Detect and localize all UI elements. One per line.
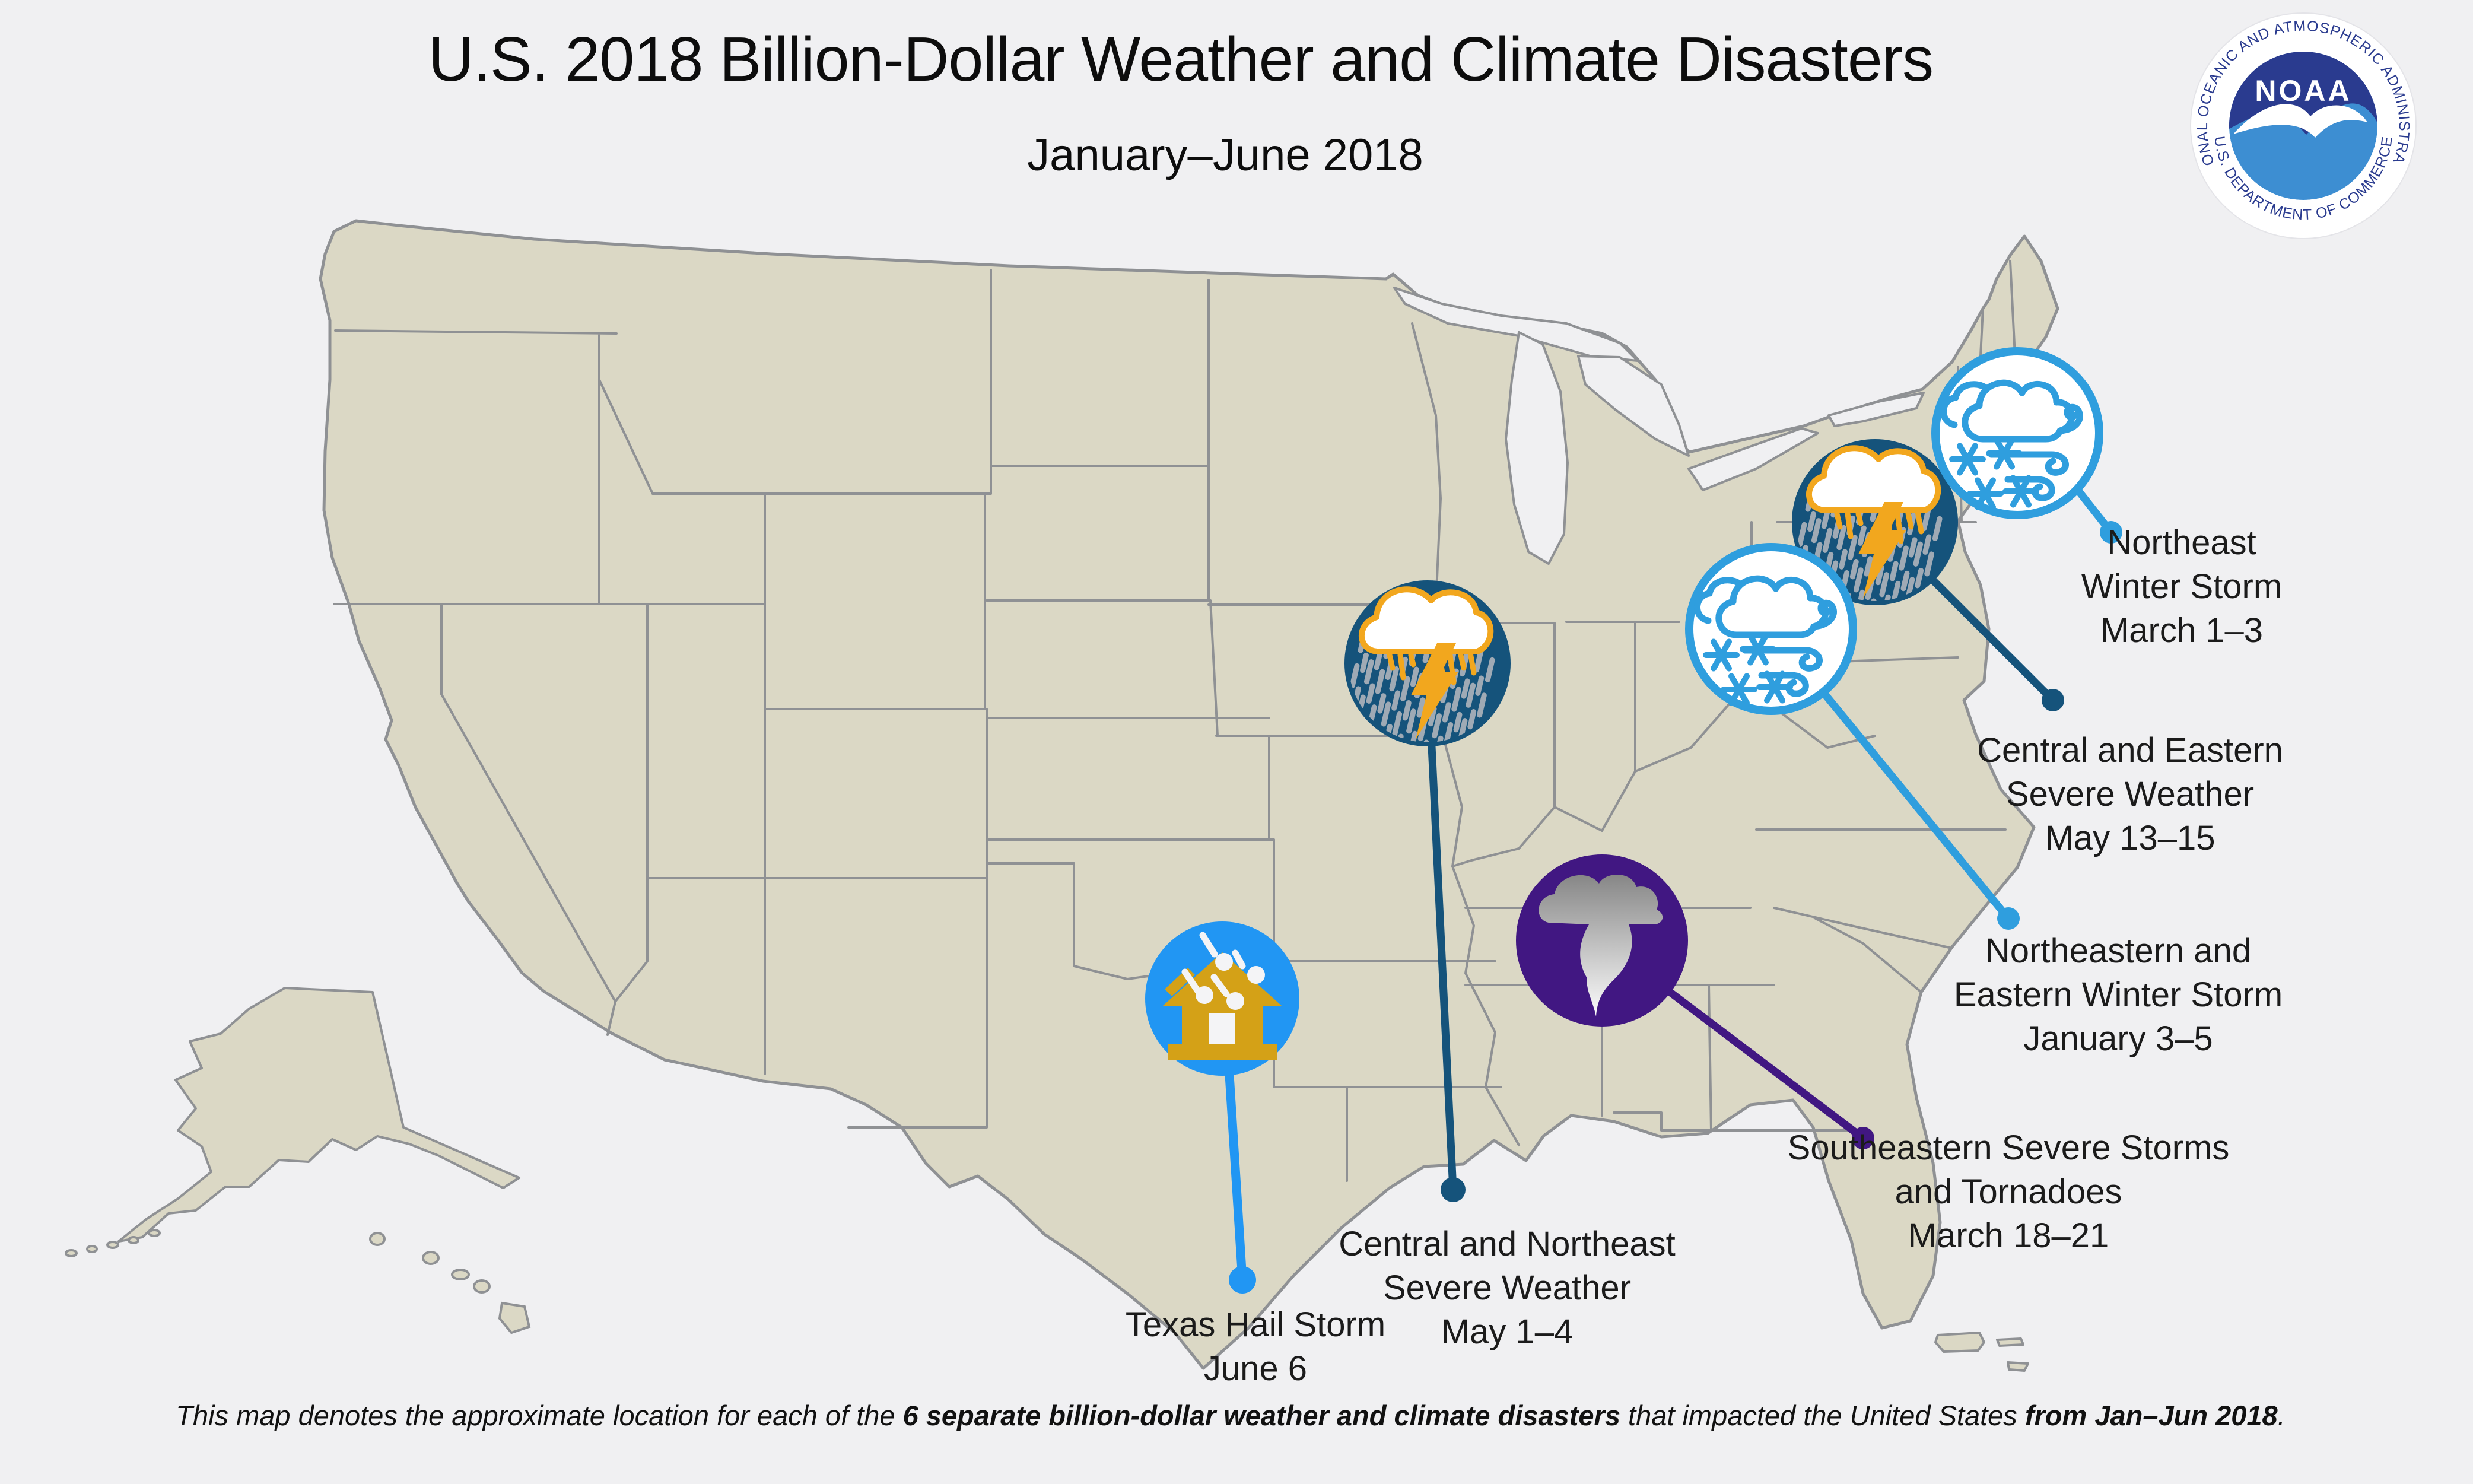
footnote-bold-1: 6 separate billion-dollar weather and cl… [902, 1400, 1620, 1431]
central-northeast-severe-dot [1441, 1177, 1466, 1202]
northeast-winter-storm-dot [2100, 521, 2122, 544]
tornado-icon [1516, 854, 1688, 1027]
footnote-text-1: This map denotes the approximate locatio… [176, 1400, 903, 1431]
central-eastern-severe-leader [1930, 577, 2057, 704]
event-label-northeast-winter-storm: Northeast Winter Storm March 1–3 [2081, 523, 2283, 650]
footnote: This map denotes the approximate locatio… [176, 1399, 2285, 1432]
lower48-states [319, 219, 2059, 1370]
southeastern-storms-leader [1664, 987, 1867, 1142]
footnote-text-2: that impacted the United States [1620, 1400, 2025, 1431]
event-label-central-eastern-severe-weather: Central and Eastern Severe Weather May 1… [1977, 731, 2283, 858]
event-label-texas-hail-storm: Texas Hail Storm June 6 [1125, 1305, 1386, 1388]
footnote-text-3: . [2277, 1400, 2286, 1431]
central-northeast-severe-leader [1428, 742, 1457, 1194]
logo-sky [2229, 52, 2377, 135]
event-label-central-northeast-severe-weather: Central and Northeast Severe Weather May… [1339, 1225, 1676, 1352]
northeastern-eastern-winter-dot [1997, 907, 2020, 930]
puerto-rico [1934, 1332, 2029, 1372]
state-borders [333, 260, 2019, 1182]
texas-hail-dot [1229, 1266, 1256, 1294]
footnote-bold-2: from Jan–Jun 2018 [2024, 1400, 2278, 1431]
central-eastern-severe-dot [2042, 689, 2064, 711]
southeastern-storms-dot [1852, 1127, 1874, 1149]
logo-bird-icon [2233, 104, 2367, 138]
event-label-southeastern-storms-tornadoes: Southeastern Severe Storms and Tornadoes… [1787, 1129, 2230, 1256]
leader-lines [1225, 481, 2122, 1294]
event-label-northeastern-eastern-winter-storm: Northeastern and Eastern Winter Storm Ja… [1953, 932, 2283, 1059]
northeastern-eastern-winter-leader [1820, 689, 2013, 923]
hail-icon [1145, 921, 1299, 1076]
great-lakes [1393, 287, 1925, 565]
hawaii [369, 1232, 531, 1334]
logo-noaa-text: NOAA [2255, 74, 2351, 107]
winter-storm-icon [1689, 547, 1853, 711]
winter-storm-icon [1935, 351, 2099, 515]
page-title: U.S. 2018 Billion-Dollar Weather and Cli… [428, 24, 1934, 94]
page-subtitle: January–June 2018 [1027, 130, 1423, 180]
noaa-logo: NOAA NATIONAL OCEANIC AND ATMOSPHERIC AD… [2190, 12, 2417, 239]
alaska [65, 987, 520, 1257]
texas-hail-leader [1225, 1070, 1247, 1285]
